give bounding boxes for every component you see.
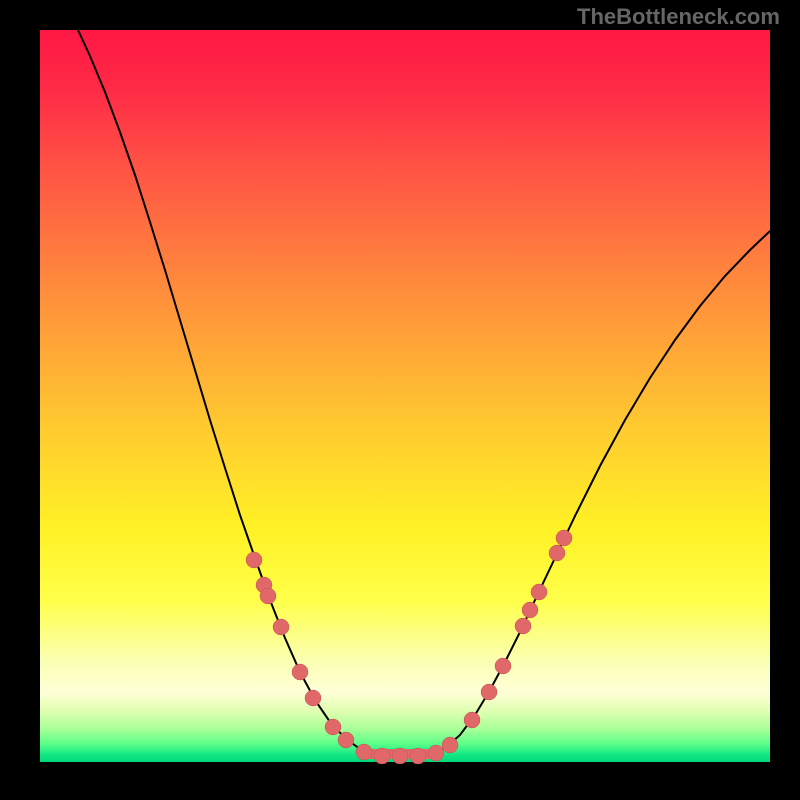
data-marker [292,664,308,680]
data-marker [356,744,372,760]
chart-svg [0,0,800,800]
data-marker [392,748,408,764]
chart-area [40,30,770,762]
data-marker [442,737,458,753]
data-marker [481,684,497,700]
data-marker [246,552,262,568]
data-marker [556,530,572,546]
data-marker [260,588,276,604]
data-marker [515,618,531,634]
data-marker [410,748,426,764]
data-marker [531,584,547,600]
data-marker [374,748,390,764]
watermark-text: TheBottleneck.com [577,4,780,30]
data-marker [338,732,354,748]
data-marker [464,712,480,728]
data-marker [522,602,538,618]
data-marker [273,619,289,635]
data-marker [549,545,565,561]
data-marker [325,719,341,735]
gradient-background [40,30,770,762]
data-marker [495,658,511,674]
data-marker [305,690,321,706]
data-marker [428,745,444,761]
